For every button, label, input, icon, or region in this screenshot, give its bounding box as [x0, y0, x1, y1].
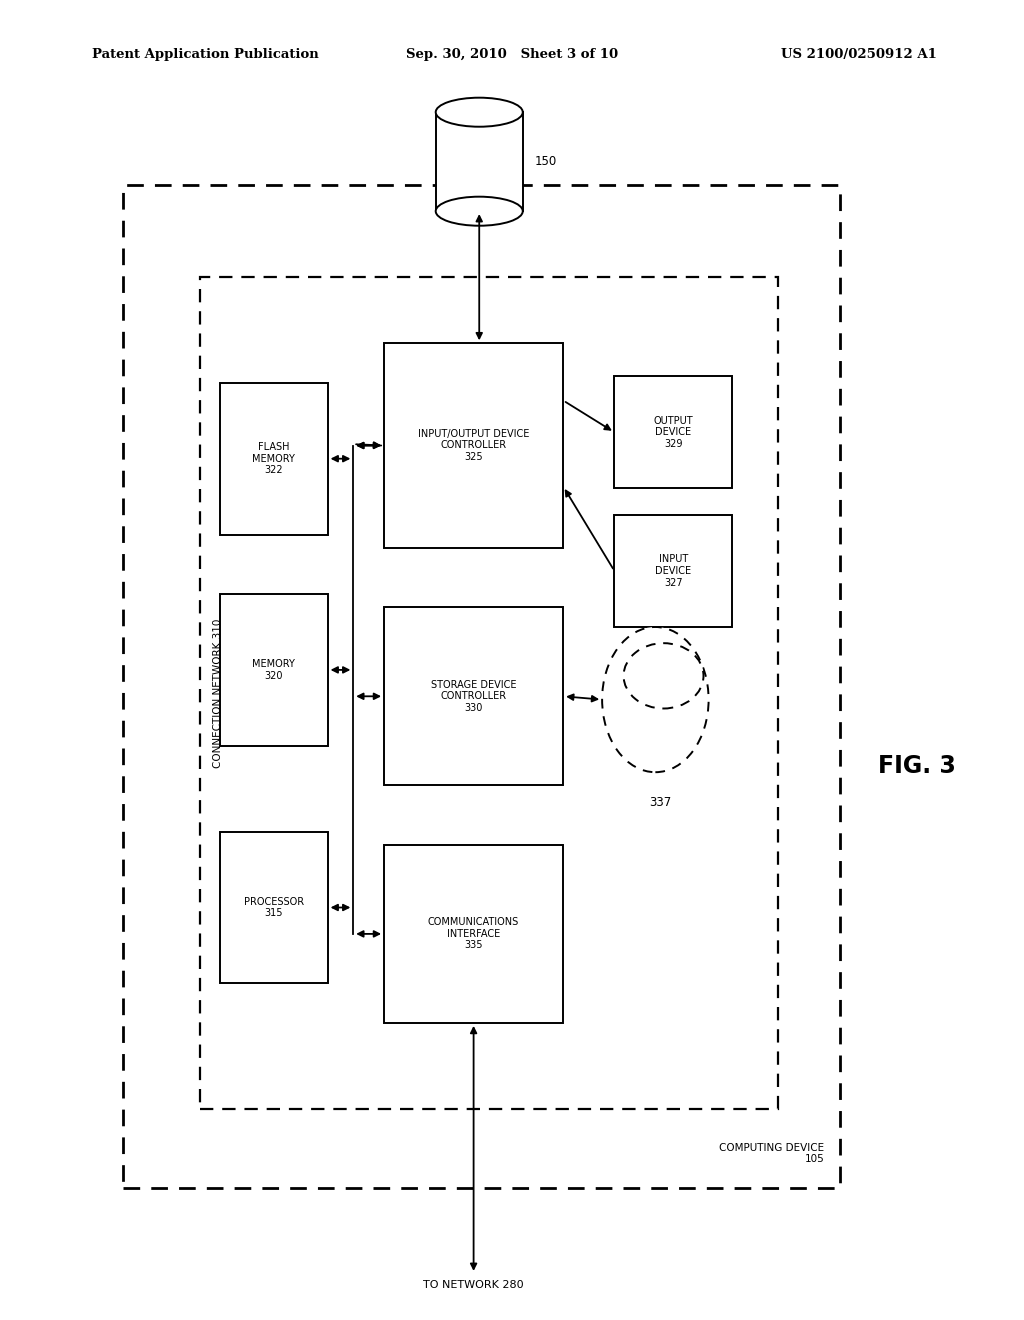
Bar	[384, 343, 563, 548]
Bar	[436, 112, 523, 211]
Text: Patent Application Publication: Patent Application Publication	[92, 48, 318, 61]
Text: OUTPUT
DEVICE
329: OUTPUT DEVICE 329	[653, 416, 693, 449]
Ellipse shape	[436, 98, 523, 127]
Text: TO NETWORK 280: TO NETWORK 280	[423, 1280, 524, 1291]
Bar	[384, 607, 563, 785]
Text: 150: 150	[536, 156, 557, 168]
Text: STORAGE DEVICE
CONTROLLER
330: STORAGE DEVICE CONTROLLER 330	[431, 680, 516, 713]
Text: Sep. 30, 2010   Sheet 3 of 10: Sep. 30, 2010 Sheet 3 of 10	[406, 48, 618, 61]
Bar	[614, 376, 732, 488]
Bar	[123, 185, 840, 1188]
Text: COMMUNICATIONS
INTERFACE
335: COMMUNICATIONS INTERFACE 335	[428, 917, 519, 950]
Ellipse shape	[624, 643, 703, 709]
Ellipse shape	[602, 627, 709, 772]
Bar	[220, 594, 328, 746]
Text: COMPUTING DEVICE
105: COMPUTING DEVICE 105	[719, 1143, 824, 1164]
Ellipse shape	[436, 197, 523, 226]
Text: FIG. 3: FIG. 3	[878, 754, 955, 777]
Text: CONNECTION NETWORK 310: CONNECTION NETWORK 310	[213, 618, 223, 768]
Bar	[220, 383, 328, 535]
Bar	[200, 277, 778, 1109]
Text: PROCESSOR
315: PROCESSOR 315	[244, 896, 304, 919]
Bar	[614, 515, 732, 627]
Text: US 2100/0250912 A1: US 2100/0250912 A1	[781, 48, 937, 61]
Text: MEMORY
320: MEMORY 320	[253, 659, 295, 681]
Text: 337: 337	[649, 796, 672, 809]
Bar	[220, 832, 328, 983]
Text: INPUT/OUTPUT DEVICE
CONTROLLER
325: INPUT/OUTPUT DEVICE CONTROLLER 325	[418, 429, 529, 462]
Bar	[384, 845, 563, 1023]
Text: INPUT
DEVICE
327: INPUT DEVICE 327	[655, 554, 691, 587]
Text: FLASH
MEMORY
322: FLASH MEMORY 322	[253, 442, 295, 475]
